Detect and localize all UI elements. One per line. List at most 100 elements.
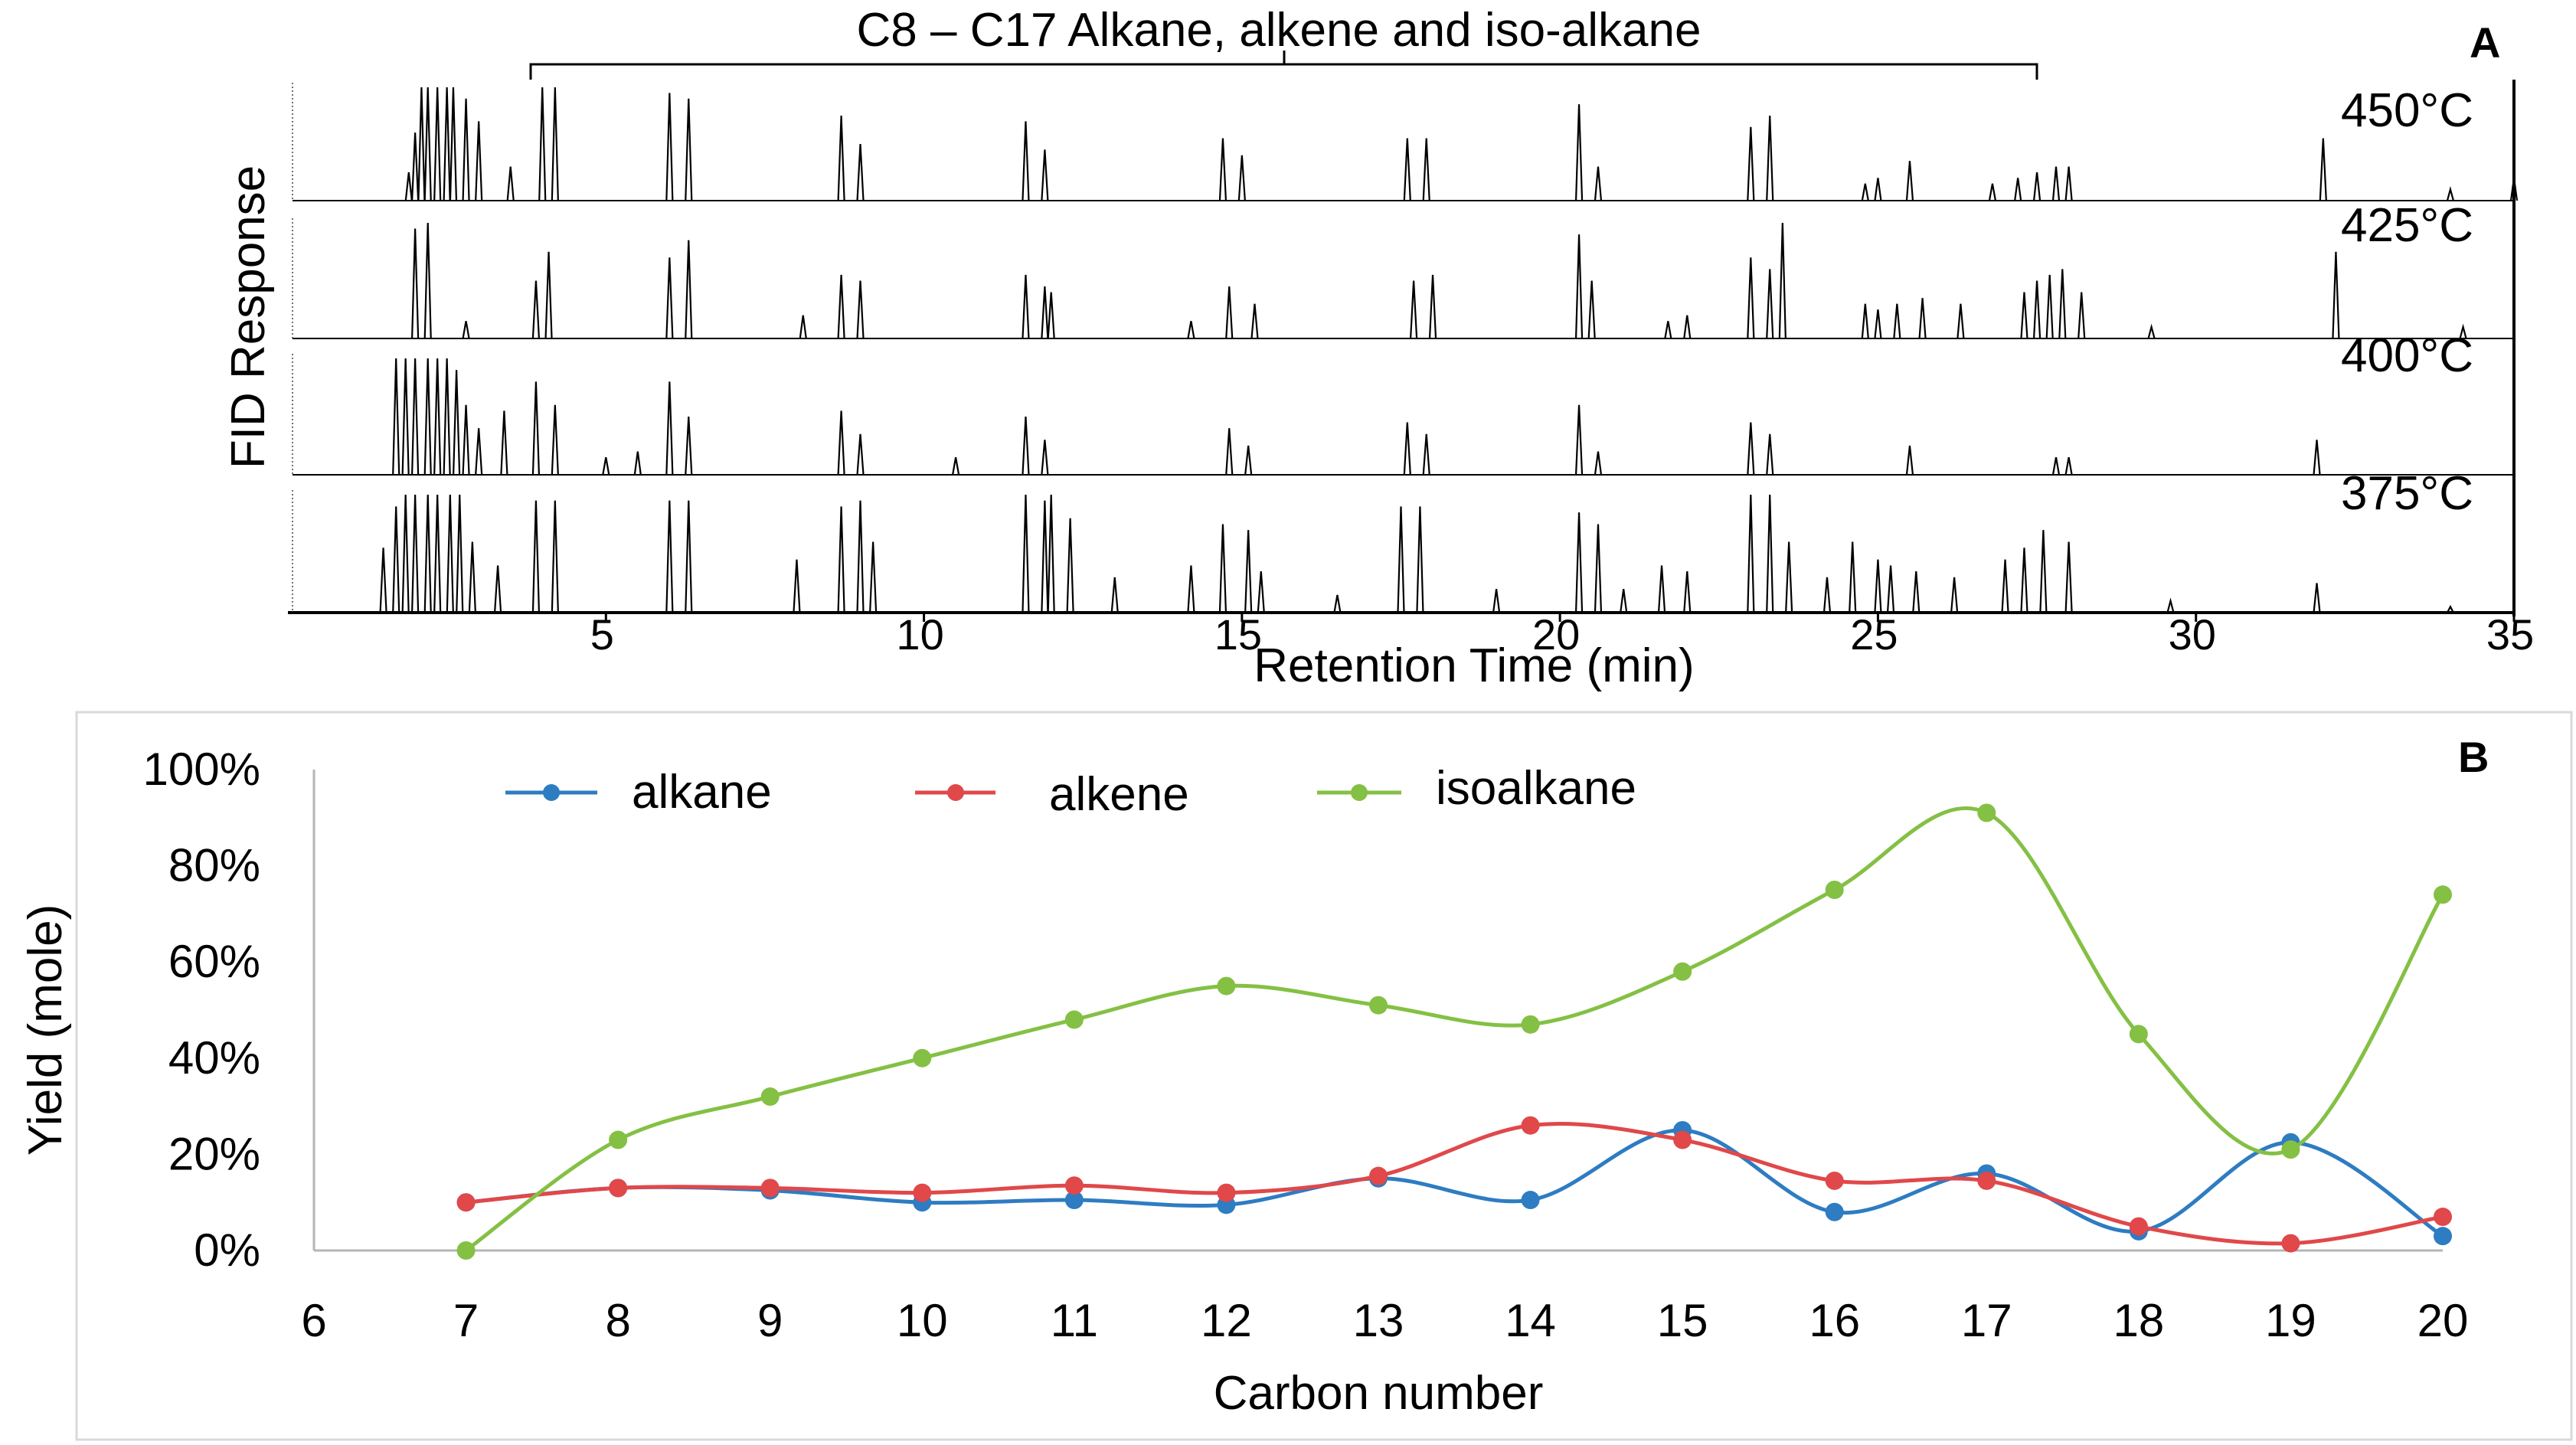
- x-tick-label: 7: [453, 1295, 479, 1346]
- peak: [544, 251, 553, 339]
- peak: [551, 500, 559, 613]
- x-tick-label: 16: [1809, 1295, 1860, 1346]
- data-point-alkene: [1977, 1171, 1996, 1190]
- peak: [1047, 494, 1055, 613]
- data-point-isoalkane: [1825, 881, 1844, 899]
- peak: [2077, 292, 2086, 339]
- data-point-isoalkane: [913, 1048, 932, 1067]
- peak: [2313, 583, 2321, 613]
- x-tick-label: 6: [301, 1295, 326, 1346]
- peak: [1244, 530, 1253, 613]
- peak: [1849, 541, 1857, 613]
- peak: [1574, 404, 1584, 476]
- peak: [837, 115, 845, 201]
- legend-alkane-label: alkane: [632, 766, 772, 819]
- data-point-isoalkane: [2434, 885, 2452, 904]
- peak: [1912, 571, 1921, 613]
- peak: [869, 541, 878, 613]
- peak: [793, 559, 801, 613]
- temp-label-400: 400°C: [2341, 329, 2473, 382]
- x-tick-label: 19: [2265, 1295, 2316, 1346]
- peak: [1022, 494, 1030, 613]
- peak: [1218, 524, 1228, 613]
- peak: [1683, 315, 1692, 339]
- peak: [411, 228, 420, 339]
- peak: [1861, 183, 1869, 201]
- peak: [2446, 604, 2454, 613]
- data-point-isoalkane: [760, 1087, 780, 1107]
- peak: [1257, 571, 1265, 613]
- x-tick-label: 15: [1657, 1295, 1708, 1346]
- peak: [1657, 565, 1666, 613]
- fid-y-label: FID Response: [222, 165, 275, 469]
- data-point-alkene: [2434, 1208, 2452, 1227]
- x-tick-label: 10: [897, 1295, 948, 1346]
- y-tick-label: 80%: [168, 840, 260, 891]
- peak: [2032, 172, 2042, 201]
- legend-isoalkane-marker: [1351, 784, 1368, 801]
- data-point-alkene: [2129, 1217, 2148, 1236]
- peak: [1187, 565, 1195, 613]
- data-point-isoalkane: [456, 1241, 476, 1260]
- peak: [1422, 433, 1430, 476]
- x-tick-label: 25: [1850, 610, 1898, 659]
- peak: [423, 494, 432, 613]
- peak: [1041, 440, 1049, 476]
- data-point-isoalkane: [609, 1130, 628, 1149]
- x-tick-label: 8: [605, 1295, 630, 1346]
- peak: [1187, 321, 1195, 339]
- data-point-alkene: [913, 1183, 932, 1202]
- peak: [1403, 422, 1411, 476]
- peak: [1022, 121, 1030, 201]
- trace-425: [292, 218, 2514, 339]
- peak: [1918, 298, 1927, 339]
- peak: [685, 98, 693, 201]
- peak: [1022, 274, 1030, 339]
- peak: [1766, 269, 1774, 339]
- data-point-isoalkane: [1977, 803, 1996, 822]
- peak: [2319, 138, 2327, 201]
- peak: [423, 358, 432, 476]
- peak: [1785, 541, 1793, 613]
- data-point-alkane: [1064, 1191, 1084, 1210]
- peak: [1905, 161, 1914, 201]
- peak: [392, 358, 400, 476]
- legend-alkane-marker: [543, 784, 560, 801]
- peak: [462, 98, 470, 201]
- x-tick-label: 20: [2417, 1295, 2469, 1346]
- data-point-alkene: [456, 1193, 476, 1212]
- peak: [1886, 565, 1895, 613]
- peak: [2064, 457, 2073, 476]
- peak: [2014, 178, 2022, 201]
- peak: [433, 358, 442, 476]
- peak: [2064, 541, 2073, 613]
- peak: [1893, 303, 1901, 339]
- panel-a-x-ticks: 5 10 15 20 25 30 35: [590, 610, 2534, 659]
- panel-b-letter: B: [2458, 733, 2489, 781]
- series-line-alkene: [466, 1122, 2444, 1246]
- peak: [2051, 457, 2061, 476]
- panel-a: C8 – C17 Alkane, alkene and iso-alkane A…: [222, 4, 2534, 692]
- data-point-isoalkane: [1369, 995, 1388, 1015]
- peak: [685, 500, 693, 613]
- data-point-alkene: [1369, 1166, 1388, 1185]
- peak: [2032, 280, 2042, 339]
- peak: [1747, 126, 1755, 201]
- peak: [665, 500, 674, 613]
- series-isoalkane: [456, 803, 2452, 1260]
- temp-label-425: 425°C: [2341, 199, 2473, 252]
- y-tick-label: 40%: [168, 1032, 260, 1084]
- peak: [449, 87, 458, 201]
- peak: [411, 132, 420, 201]
- panel-a-axes: [288, 80, 2516, 616]
- bracket-label: C8 – C17 Alkane, alkene and iso-alkane: [857, 4, 1702, 57]
- x-tick-label: 18: [2113, 1295, 2164, 1346]
- x-tick-label: 14: [1505, 1295, 1556, 1346]
- annotation-bracket: [529, 51, 2038, 80]
- temp-label-450: 450°C: [2341, 84, 2473, 137]
- peak: [1041, 500, 1049, 613]
- data-point-isoalkane: [1521, 1015, 1540, 1034]
- peak: [856, 143, 865, 201]
- peak: [1244, 445, 1253, 476]
- peak: [665, 93, 674, 201]
